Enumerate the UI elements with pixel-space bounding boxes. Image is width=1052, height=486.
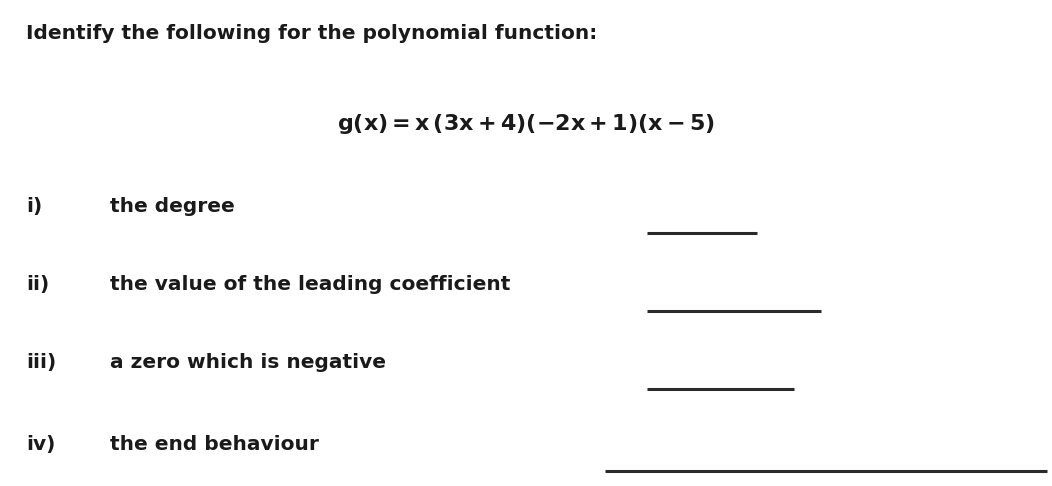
Text: the degree: the degree <box>110 197 236 216</box>
Text: Identify the following for the polynomial function:: Identify the following for the polynomia… <box>26 24 598 43</box>
Text: i): i) <box>26 197 42 216</box>
Text: a zero which is negative: a zero which is negative <box>110 352 386 372</box>
Text: iii): iii) <box>26 352 57 372</box>
Text: ii): ii) <box>26 275 49 294</box>
Text: $\mathbf{g(x) = x\,(3x+4)(-2x+1)(x-5)}$: $\mathbf{g(x) = x\,(3x+4)(-2x+1)(x-5)}$ <box>337 112 715 136</box>
Text: the end behaviour: the end behaviour <box>110 435 320 454</box>
Text: the value of the leading coefficient: the value of the leading coefficient <box>110 275 511 294</box>
Text: iv): iv) <box>26 435 56 454</box>
